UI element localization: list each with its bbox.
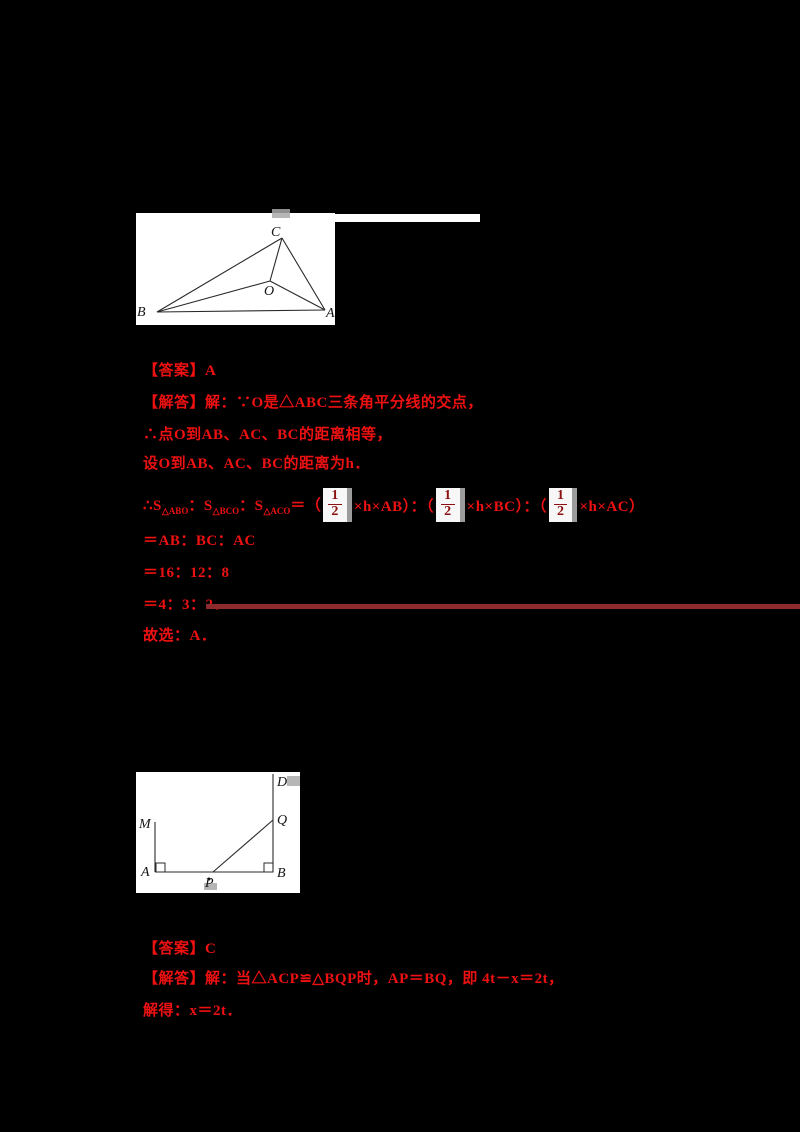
answer-line-2: 【答案】C — [143, 941, 217, 957]
formula-s2-sub: △BCO — [212, 505, 240, 516]
formula-s3-sub: △ACO — [263, 505, 291, 516]
formula-s1-sub: △ABO — [161, 505, 189, 516]
segment-oc — [269, 237, 283, 282]
artifact-smudge-above-c — [272, 209, 290, 218]
point-dot-p — [207, 877, 211, 881]
point-label-m: M — [138, 817, 152, 832]
right-angle-mark-a — [155, 862, 166, 873]
solution1-step6: ＝16：12：8 — [143, 565, 230, 581]
figure-triangle-abc: C O B A — [136, 213, 335, 325]
solution2-step2: 解得：x＝2t． — [143, 1003, 242, 1019]
artifact-smudge-below-p — [204, 883, 217, 890]
fraction-denominator: 2 — [556, 504, 565, 519]
solution1-step7: ＝4：3：2． — [143, 597, 230, 613]
side-ba — [156, 309, 326, 313]
solution1-step5: ＝AB：BC：AC — [143, 533, 256, 549]
formula-s3: ：S — [239, 497, 264, 514]
formula-eq-open: ＝（ — [290, 497, 322, 514]
solution1-step1: 【解答】解：∵O是△ABC三条角平分线的交点， — [143, 395, 483, 411]
point-label-b: B — [277, 866, 286, 881]
formula-seg2: ×h×BC）：（ — [466, 498, 547, 515]
solution1-step2: ∴点O到AB、AC、BC的距离相等， — [143, 427, 393, 443]
side-bc — [156, 237, 283, 313]
right-angle-mark-b — [263, 862, 274, 873]
vertex-label-a: A — [325, 306, 335, 321]
formula-seg1: ×h×AB）：（ — [353, 498, 435, 515]
formula-seg3: ×h×AC） — [579, 498, 645, 515]
triangle-abc-drawing: C O B A — [137, 225, 335, 321]
artifact-white-strip — [335, 214, 480, 222]
fraction-one-half-3: 1 2 — [548, 488, 578, 522]
fraction-denominator: 2 — [331, 504, 339, 519]
point-label-p: P — [204, 876, 214, 891]
formula-s1: ∴S — [143, 497, 162, 514]
solution2-step1: 【解答】解：当△ACP≌△BQP时，AP＝BQ，即 4t－x＝2t， — [143, 971, 564, 987]
area-ratio-formula: ∴S△ABO：S△BCO：S△ACO＝（ 1 2 ×h×AB）：（ 1 2 ×h… — [143, 483, 645, 527]
fraction-numerator: 1 — [553, 489, 568, 505]
point-label-o: O — [264, 284, 274, 299]
fraction-denominator: 2 — [444, 504, 452, 519]
point-label-q: Q — [277, 813, 287, 828]
figure-mapbqd: M D Q A P B — [136, 772, 300, 893]
solution1-step3: 设O到AB、AC、BC的距离为h． — [143, 456, 370, 472]
segment-oa — [269, 280, 326, 311]
vertex-label-b: B — [137, 305, 146, 320]
artifact-smudge-near-d — [287, 776, 300, 786]
fraction-numerator: 1 — [328, 489, 342, 505]
mapbqd-drawing: M D Q A P B — [138, 774, 287, 891]
point-label-d: D — [276, 775, 287, 790]
segment-pq — [212, 819, 274, 873]
fraction-one-half-2: 1 2 — [436, 488, 465, 522]
vertex-label-c: C — [271, 225, 281, 240]
fraction-numerator: 1 — [441, 489, 455, 505]
point-label-a: A — [140, 865, 150, 880]
solution1-conclusion: 故选：A． — [143, 628, 217, 644]
horizontal-rule — [206, 604, 800, 609]
formula-s2: ：S — [188, 497, 213, 514]
fraction-one-half-1: 1 2 — [323, 488, 352, 522]
formula-lhs: ∴S△ABO：S△BCO：S△ACO＝（ — [143, 494, 321, 517]
side-ca — [281, 237, 326, 311]
segment-bo — [156, 280, 271, 313]
answer-line-1: 【答案】A — [143, 363, 217, 379]
